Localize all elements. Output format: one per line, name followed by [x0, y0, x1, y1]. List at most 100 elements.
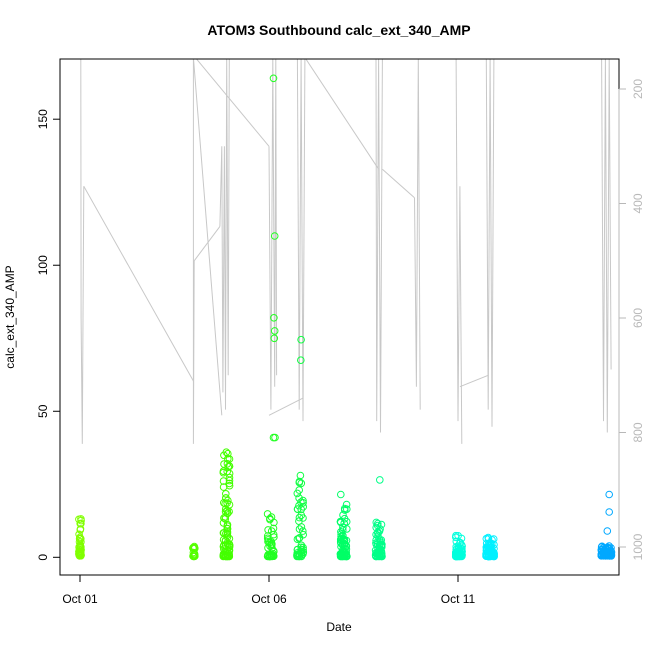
data-point [270, 327, 279, 335]
depth-profile-1 [83, 186, 194, 382]
data-point [225, 542, 233, 551]
data-point [293, 535, 302, 544]
data-point [75, 530, 83, 539]
depth-profile-17 [601, 59, 612, 433]
data-point [486, 546, 495, 555]
data-point [605, 508, 614, 516]
data-point [297, 356, 305, 365]
depth-profile-4 [219, 59, 230, 410]
x-tick-label: Oct 06 [251, 592, 287, 606]
y-tick-label: 50 [36, 404, 50, 418]
data-point [223, 467, 231, 476]
data-point [221, 508, 230, 516]
data-point [77, 534, 85, 543]
data-point [295, 550, 304, 559]
depth-profile-12 [382, 168, 415, 199]
data-point [487, 539, 496, 548]
x-tick-label: Oct 01 [62, 592, 98, 606]
data-point [605, 490, 614, 499]
data-point [190, 542, 199, 551]
data-point [297, 523, 306, 531]
data-point [295, 534, 304, 542]
data-point [297, 479, 306, 488]
depth-profile-2 [192, 59, 195, 444]
data-point [297, 545, 305, 554]
data-point [225, 476, 234, 485]
data-point [458, 542, 466, 551]
chart-title: ATOM3 Southbound calc_ext_340_AMP [207, 22, 470, 38]
data-point [224, 463, 232, 471]
depth-profile-14 [455, 59, 463, 444]
data-point [337, 490, 345, 499]
data-point [297, 541, 306, 550]
data-point [376, 476, 384, 484]
data-point [488, 536, 496, 544]
data-point [336, 517, 345, 526]
data-point [219, 519, 228, 527]
data-point [452, 537, 461, 546]
data-point [225, 551, 233, 559]
data-point [607, 551, 615, 560]
y-axis-right: 200 400 600 800 1000 [618, 79, 645, 560]
data-point [270, 314, 278, 322]
depth-profile-8 [268, 397, 304, 416]
data-point [265, 552, 274, 561]
x-axis: Oct 01 Oct 06 Oct 11 [62, 574, 476, 606]
data-point [299, 499, 307, 507]
y2-tick-label: 200 [631, 79, 645, 99]
data-point [76, 525, 85, 533]
depth-profile-3 [193, 226, 221, 262]
data-point [223, 509, 232, 518]
data-point [75, 552, 84, 560]
y2-tick-label: 600 [631, 308, 645, 328]
data-point [295, 494, 303, 502]
data-point [263, 510, 272, 518]
data-point [267, 538, 276, 546]
data-point [220, 529, 228, 537]
data-point [454, 532, 462, 540]
data-point [342, 500, 351, 509]
data-point [76, 519, 84, 528]
data-point [490, 552, 498, 561]
data-point [223, 460, 232, 468]
data-points [75, 74, 616, 561]
depth-profile-7 [268, 59, 278, 410]
data-point [270, 334, 279, 343]
data-point [269, 74, 278, 83]
data-point [264, 544, 272, 552]
data-point [270, 518, 278, 527]
data-point [295, 525, 304, 533]
data-point [293, 505, 302, 513]
y-tick-label: 150 [36, 109, 50, 129]
data-point [222, 490, 230, 498]
data-point [484, 533, 493, 542]
data-point [605, 544, 614, 553]
depth-profile-0 [80, 59, 85, 444]
y-axis-left: 0 50 100 150 [36, 109, 61, 561]
y2-tick-label: 800 [631, 422, 645, 442]
depth-profile-5 [193, 59, 223, 416]
depth-profile-10 [305, 59, 380, 170]
data-point [453, 552, 462, 561]
y2-tick-label: 400 [631, 193, 645, 213]
data-point [377, 550, 386, 559]
data-point [374, 529, 382, 538]
data-point [295, 513, 304, 522]
data-point [221, 505, 230, 513]
data-point [270, 232, 279, 240]
data-point [343, 525, 351, 533]
data-point [600, 551, 608, 560]
data-point [271, 433, 279, 442]
data-point [295, 486, 304, 494]
data-point [297, 505, 306, 514]
data-point [190, 552, 199, 561]
data-point [223, 528, 232, 536]
data-point [219, 483, 228, 491]
data-point [482, 552, 490, 560]
data-point [266, 514, 274, 523]
data-point [489, 535, 498, 543]
data-point [269, 550, 278, 558]
depth-profile-9 [296, 59, 306, 422]
data-point [264, 551, 272, 560]
